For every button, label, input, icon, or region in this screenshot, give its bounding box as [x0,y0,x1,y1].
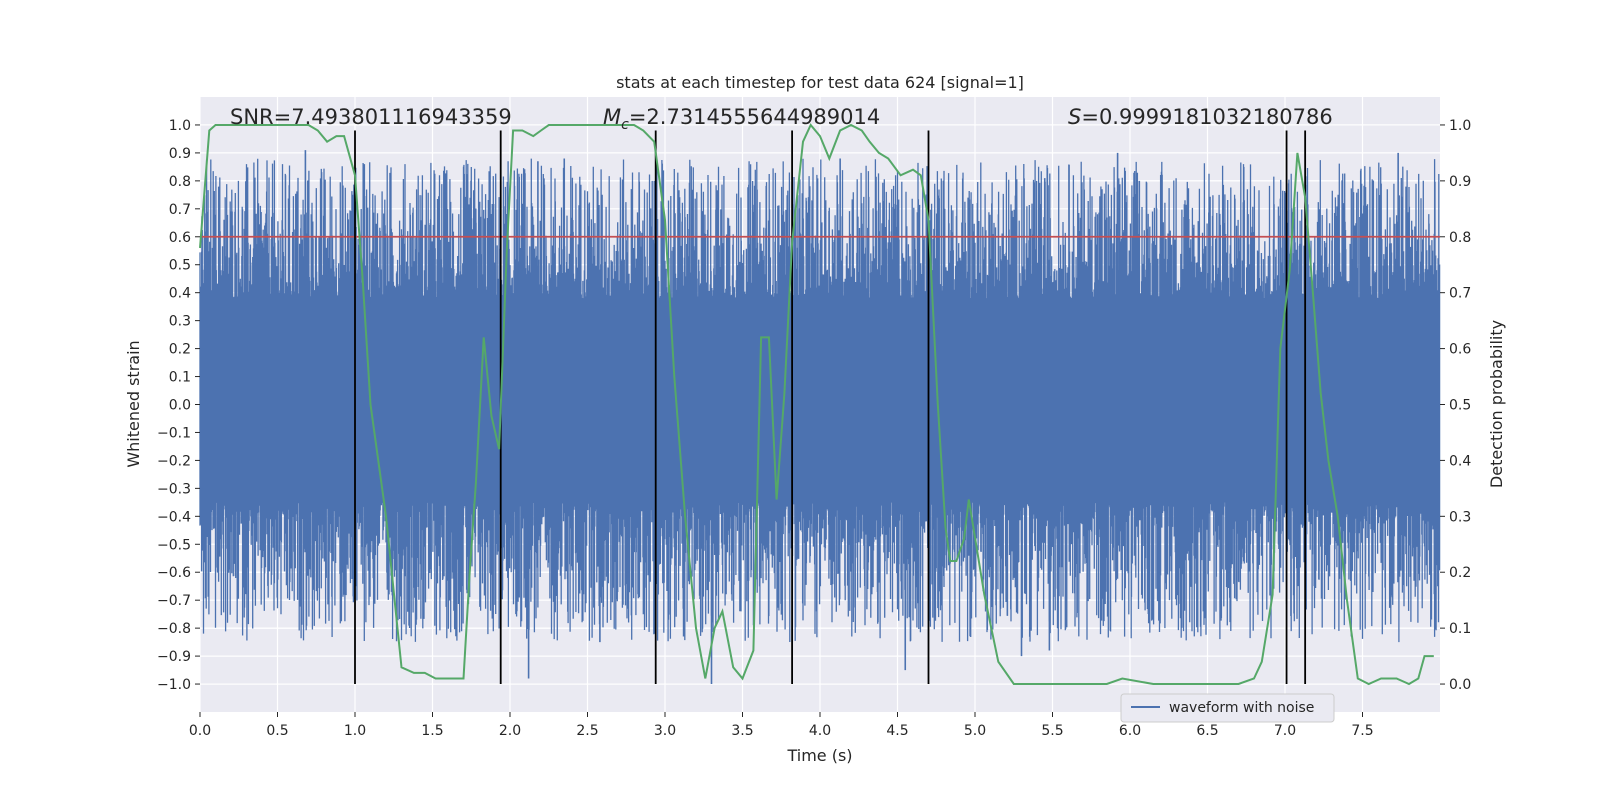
snr-annotation: SNR=7.493801116943359 [230,105,512,129]
y-left-tick-label: 0.5 [169,258,191,274]
x-tick-label: 7.5 [1351,723,1373,739]
y-left-tick-label: 0.7 [169,202,191,218]
legend: waveform with noise [1120,693,1335,723]
x-tick-label: 3.5 [731,723,753,739]
x-tick-label: 4.5 [886,723,908,739]
y-left-tick-label: −0.5 [157,537,191,553]
y-right-tick-label: 0.5 [1449,398,1471,414]
y-axis-label-right: Detection probability [1487,320,1506,488]
y-left-tick-label: 0.6 [169,230,191,246]
y-left-tick-label: 0.1 [169,370,191,386]
x-tick-label: 1.0 [344,723,366,739]
y-right-tick-label: 0.6 [1449,342,1471,358]
legend-label: waveform with noise [1169,700,1314,716]
y-right-tick-label: 0.3 [1449,509,1471,525]
y-right-tick-label: 1.0 [1449,118,1471,134]
y-left-tick-label: −0.4 [157,509,191,525]
y-right-tick-label: 0.8 [1449,230,1471,246]
y-right-tick-label: 0.2 [1449,565,1471,581]
waveform-series [199,150,1441,685]
y-left-tick-label: −0.2 [157,453,191,469]
y-left-tick-label: −0.9 [157,649,191,665]
y-left-tick-label: 1.0 [169,118,191,134]
y-left-tick-label: −0.6 [157,565,191,581]
y-left-tick-label: 0.0 [169,398,191,414]
y-left-tick-label: −0.3 [157,481,191,497]
x-tick-label: 2.0 [499,723,521,739]
s-annotation: S=0.9999181032180786 [1068,105,1333,129]
x-axis-label: Time (s) [786,746,852,765]
x-tick-label: 7.0 [1274,723,1296,739]
y-left-tick-label: 0.8 [169,174,191,190]
x-tick-label: 4.0 [809,723,831,739]
probability-line [199,123,1434,686]
y-left-tick-label: −1.0 [157,677,191,693]
x-tick-label: 6.5 [1196,723,1218,739]
x-tick-label: 0.5 [266,723,288,739]
x-tick-label: 0.0 [189,723,211,739]
x-tick-label: 3.0 [654,723,676,739]
chart-title: stats at each timestep for test data 624… [616,73,1024,92]
y-left-tick-label: −0.1 [157,425,191,441]
ticks: 0.0 0.5 1.0 1.5 2.0 2.5 3.0 3.5 4.0 4.5 5.0 5.5 6.0 6… [157,118,1471,739]
y-axis-label-left: Whitened strain [124,340,143,467]
y-right-tick-label: 0.7 [1449,286,1471,302]
y-left-tick-label: 0.9 [169,146,191,162]
legend-box [1120,693,1335,723]
y-right-tick-label: 0.0 [1449,677,1471,693]
probability-series [199,123,1434,686]
y-right-tick-label: 0.9 [1449,174,1471,190]
x-tick-label: 5.5 [1041,723,1063,739]
x-tick-label: 6.0 [1119,723,1141,739]
y-right-tick-label: 0.1 [1449,621,1471,637]
chirp-mass-annotation: Mc=2.7314555644989014 [603,105,880,133]
y-left-tick-label: 0.2 [169,342,191,358]
y-left-tick-label: −0.7 [157,593,191,609]
y-left-tick-label: −0.8 [157,621,191,637]
y-left-tick-label: 0.4 [169,286,191,302]
y-left-tick-label: 0.3 [169,314,191,330]
x-tick-label: 1.5 [421,723,443,739]
x-tick-label: 2.5 [576,723,598,739]
x-tick-label: 5.0 [964,723,986,739]
y-right-tick-label: 0.4 [1449,453,1471,469]
